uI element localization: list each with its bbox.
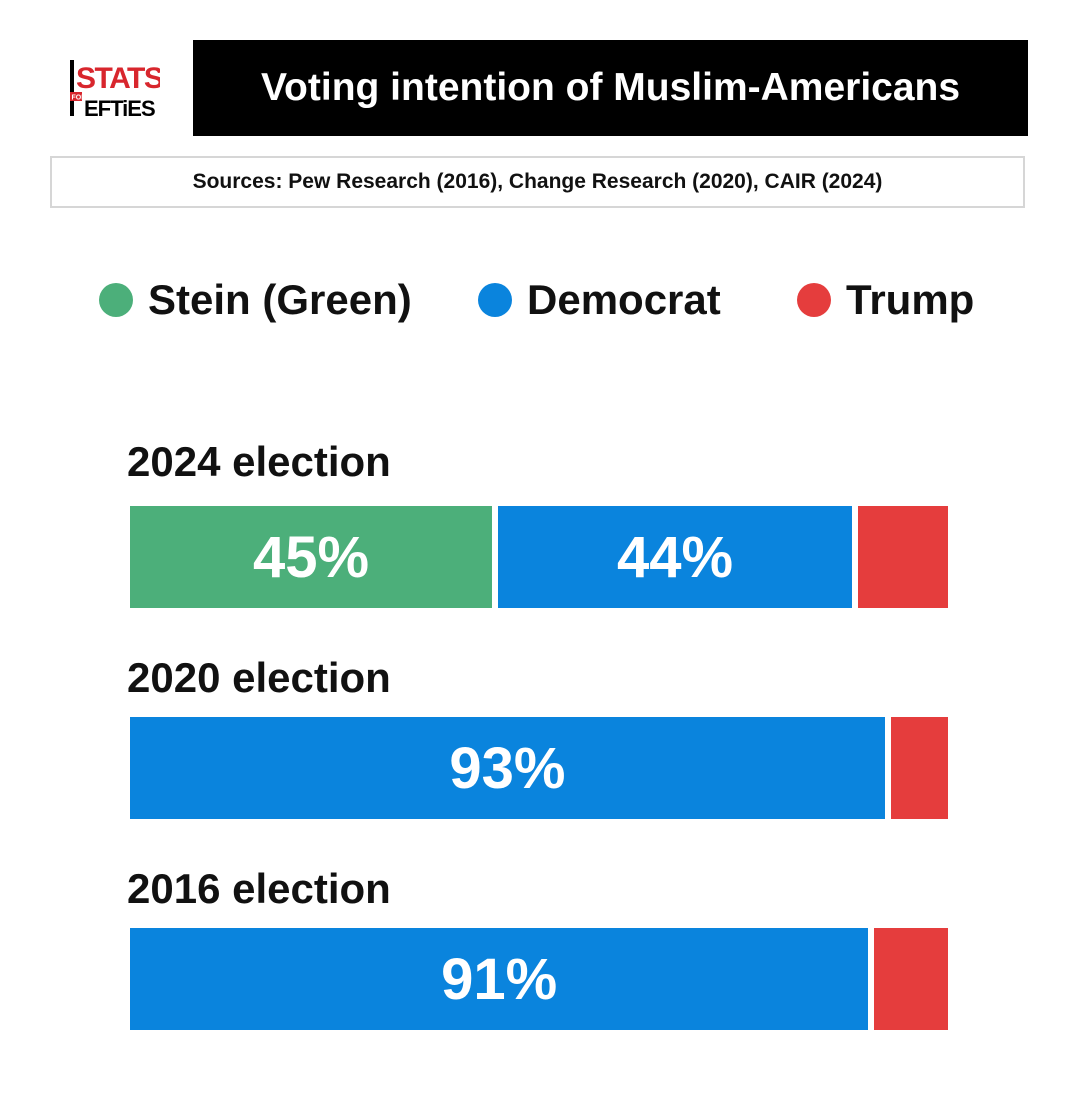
category-label-2024: 2024 election: [127, 438, 391, 485]
logo-for-text: FOR: [72, 95, 87, 102]
legend-item-democrat: Democrat: [478, 272, 721, 328]
data-label-democrat-2020: 93%: [449, 735, 566, 801]
category-label-2016: 2016 election: [127, 865, 391, 912]
data-label-stein-2024: 45%: [253, 524, 370, 590]
legend-item-stein: Stein (Green): [99, 272, 412, 328]
legend-dot-trump: [797, 283, 831, 317]
legend-label-trump: Trump: [846, 276, 975, 323]
bar-segment-trump-2020: [890, 717, 948, 819]
bar-segment-trump-2016: [874, 928, 948, 1030]
legend-label-democrat: Democrat: [527, 276, 721, 323]
data-label-democrat-2016: 91%: [441, 946, 558, 1012]
stats-for-lefties-logo: STATS FOR EFTiES: [68, 58, 160, 120]
sources-box: Sources: Pew Research (2016), Change Res…: [50, 156, 1025, 208]
bar-row-2024: 45% 44%: [130, 506, 948, 608]
bar-segment-democrat-2024: 44%: [498, 506, 852, 608]
legend-item-trump: Trump: [797, 272, 974, 328]
bar-segment-stein-2024: 45%: [130, 506, 493, 608]
logo-mark: STATS FOR EFTiES: [70, 60, 160, 120]
data-label-democrat-2024: 44%: [617, 524, 734, 590]
chart-title-box: Voting intention of Muslim-Americans: [193, 40, 1028, 136]
logo-lefties-text: EFTiES: [84, 96, 155, 120]
bar-segment-democrat-2016: 91%: [130, 928, 869, 1030]
sources-text: Sources: Pew Research (2016), Change Res…: [192, 170, 883, 193]
legend-label-stein: Stein (Green): [148, 276, 412, 323]
bar-row-2016: 91%: [130, 928, 948, 1030]
legend-dot-democrat: [478, 283, 512, 317]
bar-row-2020: 93%: [130, 717, 948, 819]
legend: Stein (Green) Democrat Trump: [0, 272, 1080, 328]
legend-dot-stein: [99, 283, 133, 317]
bar-segment-democrat-2020: 93%: [130, 717, 885, 819]
bar-segment-trump-2024: [858, 506, 948, 608]
chart-title: Voting intention of Muslim-Americans: [260, 66, 961, 109]
category-label-2020: 2020 election: [127, 654, 391, 701]
logo-stats-text: STATS: [76, 62, 160, 95]
